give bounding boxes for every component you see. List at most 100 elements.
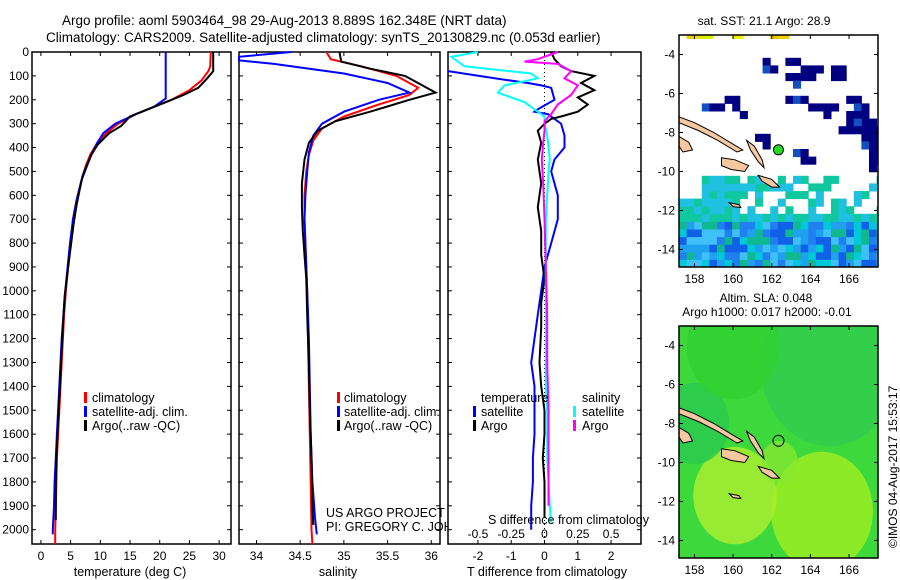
sst-cell xyxy=(815,191,824,200)
sst-cell xyxy=(808,183,817,192)
sst-cell xyxy=(717,175,726,184)
salinity-xlabel: salinity xyxy=(319,565,358,579)
sst-cell xyxy=(701,229,710,238)
sst-cell xyxy=(793,149,802,158)
sst-cell xyxy=(732,175,741,184)
sst-cell xyxy=(853,111,862,120)
sst-cell xyxy=(739,221,748,230)
sst-cell xyxy=(800,221,809,230)
x-tick-label: 5 xyxy=(67,549,74,563)
sst-cell xyxy=(800,149,809,158)
sst-cell xyxy=(686,251,695,260)
sst-cell xyxy=(770,259,779,267)
sst-cell xyxy=(861,141,870,150)
sst-cell xyxy=(732,183,741,192)
island-landmass xyxy=(679,116,744,153)
sst-cell xyxy=(739,191,748,200)
sst-cell xyxy=(838,65,847,74)
legend-swatch-argo xyxy=(337,420,340,431)
argo-location-marker xyxy=(772,434,785,447)
sst-cell xyxy=(747,213,756,222)
sst-cell xyxy=(739,213,748,222)
sst-cell xyxy=(747,229,756,238)
sst-cell xyxy=(770,229,779,238)
legend-label-sal-satellite: satellite xyxy=(582,405,624,419)
sst-cell xyxy=(800,73,809,82)
sst-cell xyxy=(846,95,855,104)
sst-cell xyxy=(793,191,802,200)
lat-tick-label: -6 xyxy=(664,86,675,100)
y-tick-label: 1100 xyxy=(3,308,29,322)
sst-cell xyxy=(724,206,733,215)
legend-label-climatology: climatology xyxy=(344,391,407,405)
sst-cell xyxy=(785,206,794,215)
sst-cell xyxy=(838,213,847,222)
sst-cell xyxy=(762,183,771,192)
sst-cell xyxy=(831,206,840,215)
sst-cell xyxy=(785,95,794,104)
sst-cell xyxy=(679,206,688,215)
sst-cell xyxy=(747,251,756,260)
sst-cell xyxy=(785,251,794,260)
sst-cell xyxy=(846,126,855,135)
sst-cell xyxy=(724,213,733,222)
sst-cell xyxy=(717,259,726,267)
sst-cell xyxy=(686,244,695,253)
sst-cell xyxy=(793,95,802,104)
sst-cell xyxy=(785,244,794,253)
project-annotation: US ARGO PROJECT xyxy=(326,506,445,520)
lat-tick-label: -8 xyxy=(664,125,675,139)
sst-cell xyxy=(869,133,878,142)
salinity-panel: 34 34.5 35 35.5 36 salinity climatology sate… xyxy=(238,51,489,579)
y-tick-label: 200 xyxy=(9,93,29,107)
sst-cell xyxy=(755,213,764,222)
sst-cell xyxy=(732,206,741,215)
sst-cell xyxy=(846,111,855,120)
sst-land-masses xyxy=(679,116,781,209)
sst-cell xyxy=(815,198,824,207)
sst-cell xyxy=(869,164,878,173)
title-line-1: Argo profile: aoml 5903464_98 29-Aug-201… xyxy=(62,13,507,28)
sst-cell xyxy=(800,191,809,200)
sst-cell xyxy=(869,236,878,245)
sst-cell xyxy=(755,183,764,192)
series-line-salinity-satellite xyxy=(448,51,553,523)
sst-cell xyxy=(694,259,703,267)
y-tick-label: 1400 xyxy=(2,379,29,393)
sst-cell xyxy=(793,229,802,238)
sst-cell xyxy=(739,244,748,253)
sst-cell xyxy=(724,221,733,230)
lon-tick-label: 162 xyxy=(762,272,782,286)
sst-cell xyxy=(808,221,817,230)
sst-cell xyxy=(762,57,771,66)
sst-cell xyxy=(785,259,794,267)
y-tick-label: 0 xyxy=(22,45,29,59)
legend-swatch-climatology xyxy=(337,392,340,403)
sst-cell xyxy=(739,259,748,267)
sst-cell xyxy=(861,236,870,245)
sst-cell xyxy=(717,191,726,200)
sst-cell xyxy=(853,213,862,222)
sst-cell xyxy=(709,251,718,260)
y-tick-label: 1700 xyxy=(2,451,29,465)
sst-cell xyxy=(762,221,771,230)
sst-cell xyxy=(846,251,855,260)
sst-cell xyxy=(717,198,726,207)
sst-cell xyxy=(717,236,726,245)
sst-cell xyxy=(717,251,726,260)
sst-cell xyxy=(815,244,824,253)
sst-cell xyxy=(709,198,718,207)
sst-cell xyxy=(755,229,764,238)
sst-cell xyxy=(793,259,802,267)
sst-cell xyxy=(777,244,786,253)
sst-cell xyxy=(724,175,733,184)
lon-tick-label: 166 xyxy=(839,272,859,286)
sst-cell xyxy=(793,57,802,66)
y-tick-label: 800 xyxy=(9,236,29,250)
y-tick-label: 100 xyxy=(9,69,29,83)
y-tick-label: 600 xyxy=(9,188,29,202)
sst-cell xyxy=(808,259,817,267)
sst-cell xyxy=(793,73,802,82)
sst-map-panel: sat. SST: 21.1 Argo: 28.9 158 160 162 164 16… xyxy=(658,14,879,286)
x-tick-label: 20 xyxy=(153,549,167,563)
